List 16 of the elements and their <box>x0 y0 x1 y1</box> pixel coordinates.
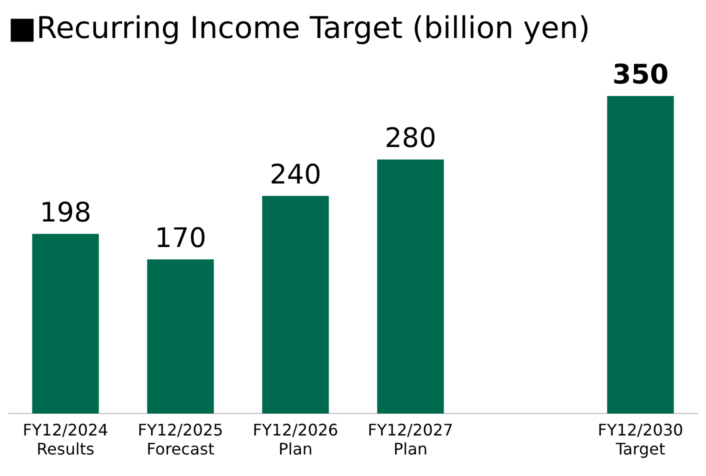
bar <box>607 96 674 414</box>
bar <box>147 259 214 414</box>
data-label: 280 <box>384 123 436 154</box>
data-label: 170 <box>154 222 206 254</box>
data-label: 350 <box>612 60 669 91</box>
x-tick-label: FY12/2024 Results <box>22 420 108 459</box>
x-tick-label: FY12/2025 Forecast <box>138 420 224 459</box>
chart-title: ■Recurring Income Target (billion yen) <box>8 10 590 46</box>
data-label: 198 <box>40 197 92 228</box>
bar <box>377 160 444 414</box>
x-tick-label: FY12/2027 Plan <box>368 420 454 459</box>
x-tick-label: FY12/2030 Target <box>598 420 684 459</box>
bar <box>32 234 99 414</box>
x-tick-label: FY12/2026 Plan <box>252 420 338 459</box>
data-label: 240 <box>270 159 322 190</box>
bar <box>262 196 329 414</box>
